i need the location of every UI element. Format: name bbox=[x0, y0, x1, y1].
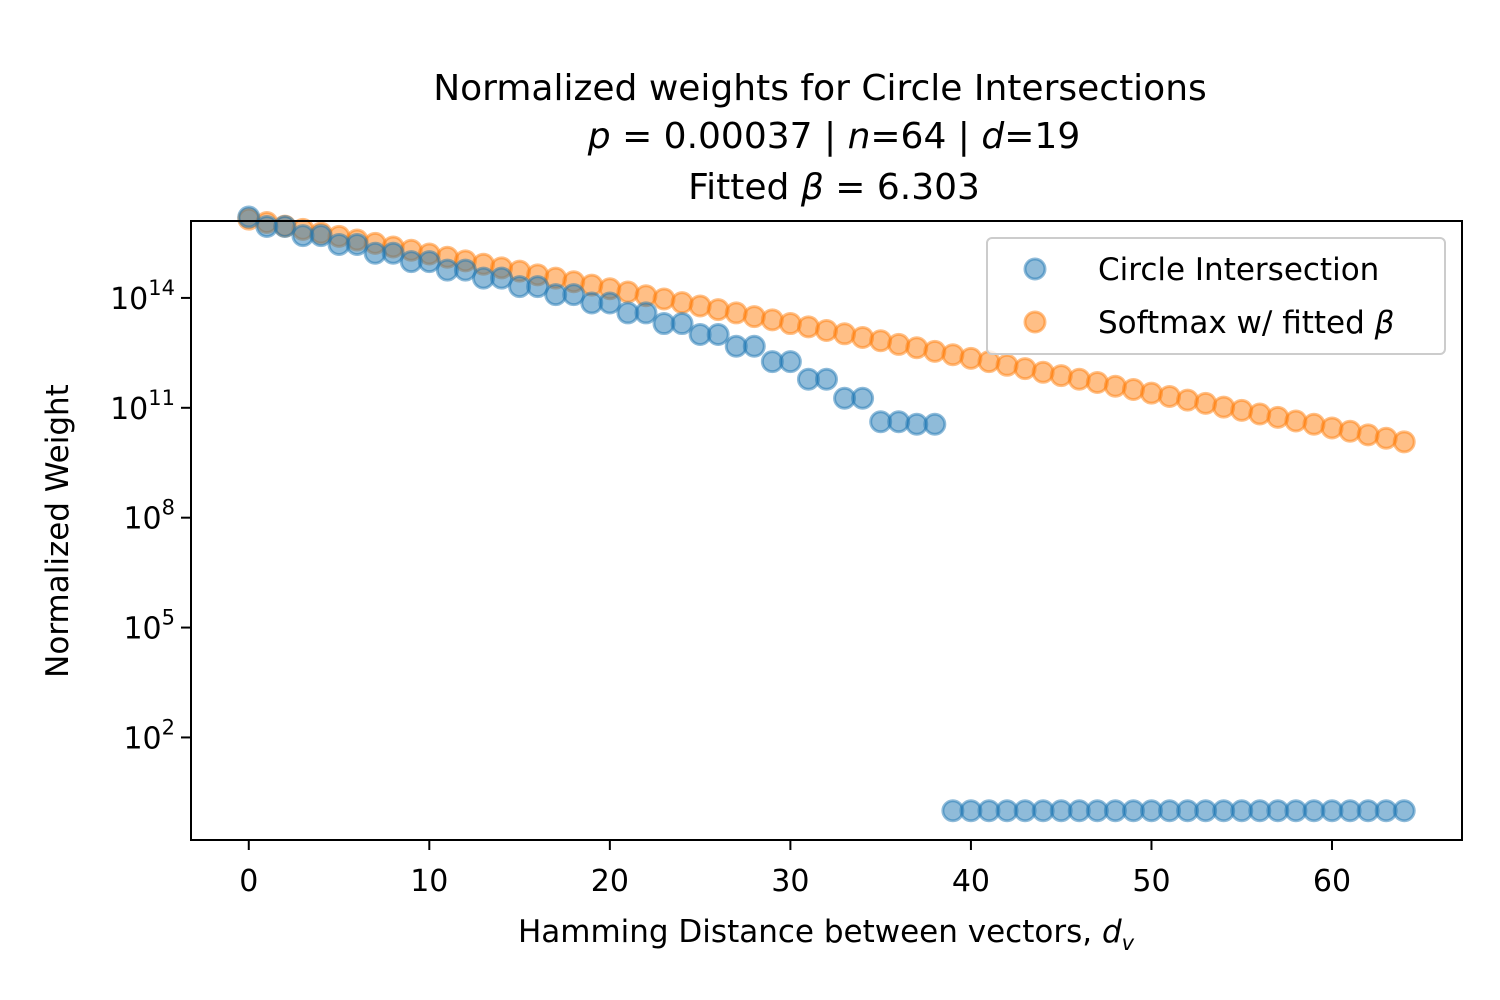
softmax-point bbox=[1338, 419, 1362, 443]
circle-intersection-point bbox=[417, 250, 441, 274]
circle-intersection-point bbox=[923, 412, 947, 436]
softmax-point bbox=[652, 287, 676, 311]
softmax-point bbox=[815, 319, 838, 343]
x-axis-label: Hamming Distance between vectors, dv bbox=[518, 914, 1135, 955]
legend-marker-circle-intersection bbox=[1023, 257, 1047, 281]
circle-intersection-point bbox=[706, 323, 730, 347]
chart-title-line2: p = 0.00037 | n=64 | d=19 bbox=[587, 116, 1080, 157]
plot-frame bbox=[190, 220, 1463, 841]
circle-intersection-point bbox=[345, 232, 369, 256]
x-tick-label: 60 bbox=[1313, 864, 1351, 899]
softmax-point bbox=[1356, 423, 1380, 447]
softmax-point bbox=[724, 301, 748, 325]
softmax-point bbox=[1139, 381, 1163, 405]
legend-box bbox=[986, 237, 1446, 355]
x-axis-ticks: 0 10 20 30 40 50 60 bbox=[239, 840, 1351, 899]
softmax-point bbox=[851, 325, 875, 349]
softmax-point bbox=[1212, 395, 1236, 419]
y-tick-label: 102 bbox=[123, 715, 175, 756]
softmax-point bbox=[887, 332, 911, 356]
softmax-point bbox=[941, 343, 965, 367]
circle-intersection-point bbox=[381, 241, 405, 265]
softmax-point bbox=[796, 315, 820, 339]
softmax-point bbox=[1013, 357, 1037, 381]
softmax-point bbox=[1031, 360, 1055, 384]
legend: Circle Intersection Softmax w/ fitted β bbox=[986, 237, 1446, 355]
y-tick-label: 105 bbox=[123, 606, 175, 647]
x-tick-label: 30 bbox=[771, 864, 809, 899]
legend-marker-softmax bbox=[1023, 310, 1047, 334]
softmax-point bbox=[1392, 430, 1416, 454]
y-tick-label: 1014 bbox=[110, 276, 175, 317]
softmax-point bbox=[833, 322, 857, 346]
softmax-point bbox=[1085, 371, 1109, 395]
softmax-point bbox=[869, 329, 893, 353]
softmax-point bbox=[670, 291, 694, 315]
legend-label-circle-intersection: Circle Intersection bbox=[1098, 252, 1379, 288]
x-tick-label: 40 bbox=[952, 864, 990, 899]
circle-intersection-point bbox=[670, 312, 694, 336]
circle-intersection-point bbox=[562, 283, 586, 307]
circle-intersection-point bbox=[851, 386, 875, 410]
softmax-point bbox=[778, 312, 802, 336]
softmax-point bbox=[1103, 374, 1127, 398]
circle-intersection-point bbox=[815, 367, 838, 391]
softmax-point bbox=[1248, 402, 1272, 426]
y-tick-label: 108 bbox=[123, 496, 175, 537]
circle-intersection-point bbox=[309, 224, 333, 248]
x-tick-label: 50 bbox=[1132, 864, 1170, 899]
chart-title-line3: Fitted β = 6.303 bbox=[688, 167, 980, 208]
softmax-point bbox=[1302, 412, 1326, 436]
circle-intersection-point bbox=[742, 334, 766, 358]
y-axis-label: Normalized Weight bbox=[40, 384, 76, 678]
chart-title-line1: Normalized weights for Circle Intersecti… bbox=[433, 68, 1207, 109]
softmax-point bbox=[905, 336, 929, 360]
softmax-point bbox=[923, 339, 947, 363]
legend-label-softmax: Softmax w/ fitted β bbox=[1098, 305, 1394, 341]
x-tick-label: 0 bbox=[239, 864, 258, 899]
softmax-point bbox=[1266, 405, 1290, 429]
softmax-point bbox=[1067, 367, 1091, 391]
softmax-point bbox=[995, 353, 1019, 377]
y-axis-ticks: 102 105 108 1011 1014 bbox=[110, 276, 191, 756]
circle-intersection-point bbox=[598, 291, 622, 315]
softmax-point bbox=[616, 280, 640, 304]
x-tick-label: 10 bbox=[410, 864, 448, 899]
softmax-point bbox=[1320, 416, 1344, 440]
softmax-point bbox=[1049, 364, 1073, 388]
softmax-point bbox=[959, 346, 983, 370]
circle-intersection-point bbox=[634, 301, 658, 325]
circle-intersection-point bbox=[778, 350, 802, 374]
y-tick-label: 1011 bbox=[110, 386, 175, 427]
softmax-point bbox=[1176, 388, 1200, 412]
softmax-point bbox=[1374, 426, 1398, 450]
softmax-point bbox=[1284, 409, 1308, 433]
softmax-point bbox=[1121, 377, 1145, 401]
softmax-point bbox=[1194, 391, 1218, 415]
circle-intersection-point bbox=[1392, 799, 1416, 823]
softmax-point bbox=[1158, 384, 1182, 408]
x-tick-label: 20 bbox=[591, 864, 629, 899]
softmax-point bbox=[688, 294, 712, 318]
plot-marks bbox=[237, 205, 1416, 823]
softmax-point bbox=[1230, 398, 1254, 422]
circle-intersection-point bbox=[490, 266, 514, 290]
softmax-point bbox=[742, 305, 766, 329]
softmax-point bbox=[706, 298, 730, 322]
softmax-point bbox=[760, 308, 784, 332]
